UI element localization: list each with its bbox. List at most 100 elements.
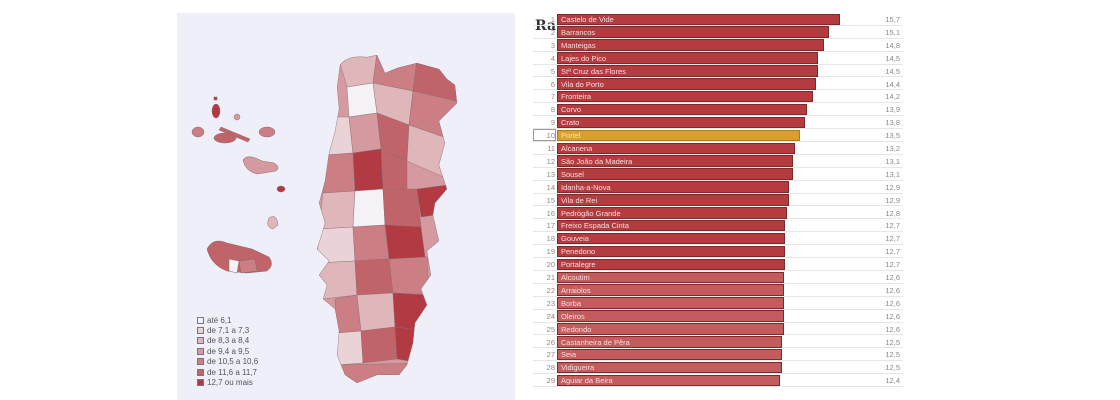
bar-value: 14,2 <box>885 92 900 102</box>
legend-item: de 9,4 a 9,5 <box>197 346 258 356</box>
bar-value: 13,5 <box>885 131 900 141</box>
bar <box>557 361 782 374</box>
bar-value: 12,5 <box>885 350 900 360</box>
bar <box>557 348 782 361</box>
bar <box>557 26 830 38</box>
rank-number: 20 <box>546 260 555 270</box>
municipality-name: Portel <box>561 131 581 141</box>
legend-label: de 7,1 a 7,3 <box>207 326 250 336</box>
bar-value: 13,8 <box>885 118 900 128</box>
rank-number: 22 <box>546 285 555 295</box>
bar <box>557 65 819 77</box>
ranking-row: 23 Borba 12,6 <box>533 297 903 310</box>
rank-number: 3 <box>550 40 555 50</box>
ranking-row: 18 Gouveia 12,7 <box>533 232 903 246</box>
municipality-name: Lajes do Pico <box>561 53 607 63</box>
municipality-name: Corvo <box>561 105 582 115</box>
municipality-name: Fronteira <box>561 92 592 102</box>
map-legend: até 6,1 de 7,1 a 7,3 de 8,3 a 8,4 de 9,4 a … <box>197 315 258 388</box>
rank-number: 13 <box>546 169 555 179</box>
ranking-row: 13 Sousel 13,1 <box>533 168 903 181</box>
ranking-title-fragment: Ra <box>535 18 557 34</box>
municipality-name: Penedono <box>561 247 596 257</box>
ranking-row: 15 Vila de Rei 12,9 <box>533 194 903 207</box>
bar-value: 12,5 <box>885 337 900 347</box>
bar <box>557 284 784 296</box>
bar-value: 14,5 <box>885 66 900 76</box>
legend-swatch <box>197 327 204 335</box>
municipality-name: Alcanena <box>561 144 593 153</box>
rank-number: 11 <box>547 144 555 153</box>
madeira-islands <box>206 216 279 274</box>
ranking-row: 17 Freixo Espada Cinta 12,7 <box>533 219 903 233</box>
bar-value: 12,6 <box>885 285 900 295</box>
bar <box>557 271 784 283</box>
rank-number: 12 <box>546 156 555 166</box>
municipality-name: Stª Cruz das Flores <box>561 66 626 76</box>
municipality-name: São João da Madeira <box>561 156 633 166</box>
bar <box>557 310 784 322</box>
legend-label: de 11,6 a 11,7 <box>207 367 257 377</box>
ranking-row: 25 Redondo 12,6 <box>533 323 903 336</box>
municipality-name: Portalegre <box>561 260 596 270</box>
municipality-name: Castanheira de Pêra <box>561 337 630 347</box>
ranking-row: 4 Lajes do Pico 14,5 <box>533 52 903 65</box>
ranking-row: 12 São João da Madeira 13,1 <box>533 155 903 168</box>
rank-number: 29 <box>546 376 555 386</box>
bar <box>557 168 793 180</box>
azores-islands <box>191 96 286 193</box>
ranking-bar-chart: 1 Castelo de Vide 15,7 2 Barrancos 15,1 3 Mante… <box>533 13 903 400</box>
legend-swatch <box>197 358 204 366</box>
bar-value: 12,4 <box>885 376 900 386</box>
bar-value: 14,5 <box>885 53 900 63</box>
bar-value: 14,8 <box>885 40 900 50</box>
bar <box>557 116 806 129</box>
rank-number: 19 <box>546 247 555 257</box>
legend-item: de 8,3 a 8,4 <box>197 336 258 346</box>
continental-portugal <box>317 55 457 383</box>
legend-item: de 7,1 a 7,3 <box>197 325 258 335</box>
ranking-row: 27 Seia 12,5 <box>533 348 903 362</box>
rank-number: 6 <box>550 79 555 89</box>
municipality-name: Freixo Espada Cinta <box>561 221 629 231</box>
rank-number: 4 <box>550 53 555 63</box>
municipality-name: Crato <box>561 118 580 128</box>
ranking-row: 28 Vidigueira 12,5 <box>533 361 903 375</box>
legend-item: até 6,1 <box>197 315 258 325</box>
ranking-row: 14 Idanha-a-Nova 12,9 <box>533 181 903 194</box>
municipality-name: Castelo de Vide <box>561 15 614 24</box>
bar-value: 15,7 <box>885 15 900 24</box>
rank-number: 2 <box>550 27 555 37</box>
bar <box>557 181 790 193</box>
rank-number: 9 <box>550 118 555 128</box>
ranking-row: 2 Barrancos 15,1 <box>533 26 903 39</box>
bar <box>557 52 819 64</box>
bar-value: 12,8 <box>885 208 900 218</box>
ranking-row: 29 Aguiar da Beira 12,4 <box>533 374 903 388</box>
ranking-row: 20 Portalegre 12,7 <box>533 258 903 271</box>
municipality-name: Barrancos <box>561 27 596 37</box>
municipality-name: Oleiros <box>561 311 585 321</box>
ranking-row: 5 Stª Cruz das Flores 14,5 <box>533 65 903 78</box>
bar-value: 12,6 <box>885 273 900 282</box>
bar <box>557 103 808 116</box>
ranking-row: 16 Pedrógão Grande 12,8 <box>533 207 903 220</box>
bar <box>557 219 786 232</box>
legend-swatch <box>197 368 204 376</box>
rank-number: 24 <box>546 311 555 321</box>
rank-number: 1 <box>550 15 555 24</box>
bar-value: 13,9 <box>885 105 900 115</box>
bar <box>557 297 784 309</box>
bar <box>557 207 788 219</box>
bar <box>557 13 841 25</box>
legend-item: de 11,6 a 11,7 <box>197 367 258 377</box>
ranking-row: 9 Crato 13,8 <box>533 116 903 130</box>
rank-number: 21 <box>546 273 555 282</box>
ranking-row: 3 Manteigas 14,8 <box>533 39 903 52</box>
portugal-map <box>191 55 457 383</box>
ranking-row: 10 Portel 13,5 <box>533 129 903 142</box>
bar <box>557 323 784 335</box>
bar-value: 13,1 <box>885 156 900 166</box>
bar <box>557 258 786 271</box>
municipality-name: Arraiolos <box>561 285 591 295</box>
